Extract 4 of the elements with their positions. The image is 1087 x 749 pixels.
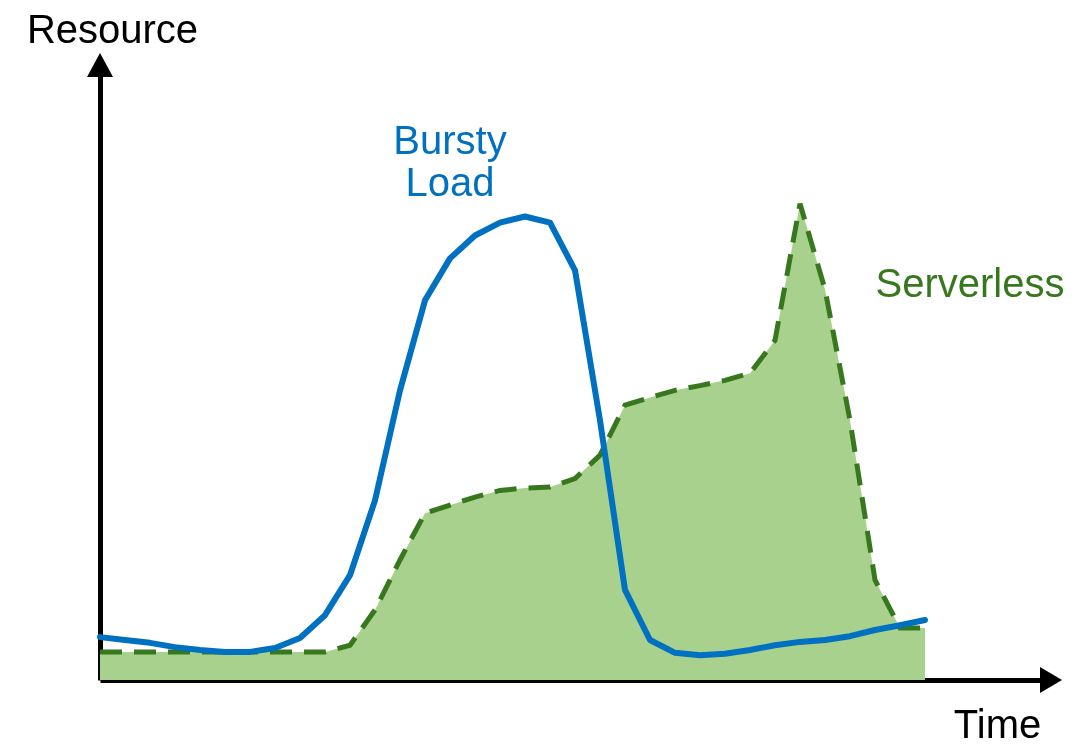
series-label: Bursty Load bbox=[393, 117, 507, 204]
series-label: Serverless bbox=[875, 260, 1065, 305]
x-axis-title: Time bbox=[953, 701, 1042, 746]
y-axis-title: Resource bbox=[26, 6, 199, 51]
